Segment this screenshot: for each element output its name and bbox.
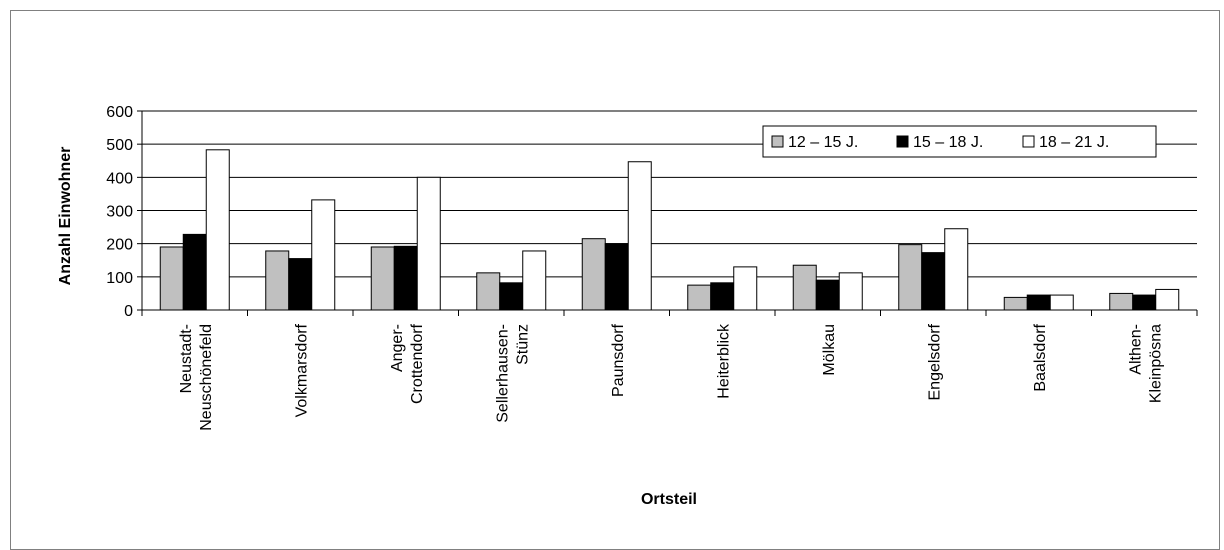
bar xyxy=(838,272,863,311)
bar xyxy=(898,244,923,311)
x-tick-label: Stünz xyxy=(514,324,531,365)
bar xyxy=(499,282,524,311)
x-axis-title: Ortsteil xyxy=(641,491,697,508)
bar xyxy=(581,238,606,311)
bar xyxy=(393,245,418,311)
bar xyxy=(182,233,207,311)
y-axis-title: Anzahl Einwohner xyxy=(57,147,74,286)
x-tick-label: Heiterblick xyxy=(715,323,732,399)
x-tick-label: Engelsdorf xyxy=(926,323,943,400)
y-tick-label: 100 xyxy=(106,270,133,287)
legend-swatch xyxy=(1022,135,1035,148)
x-tick-label: Kleinpösna xyxy=(1147,324,1164,403)
x-tick-label: Sellerhausen- xyxy=(494,324,511,423)
y-tick-label: 600 xyxy=(106,104,133,121)
bar xyxy=(815,279,840,311)
x-tick-label: Volkmarsdorf xyxy=(293,323,310,417)
bar xyxy=(1155,288,1180,311)
x-tick-label: Anger- xyxy=(389,324,406,372)
y-tick-label: 400 xyxy=(106,170,133,187)
x-tick-label: Mölkau xyxy=(821,324,838,376)
bar xyxy=(1049,294,1074,311)
x-tick-label: Althen- xyxy=(1127,324,1144,375)
bar xyxy=(1109,292,1134,311)
bar xyxy=(1026,294,1051,311)
legend-swatch xyxy=(896,135,909,148)
y-tick-label: 200 xyxy=(106,237,133,254)
bar xyxy=(416,176,441,311)
y-tick-label: 0 xyxy=(124,303,133,320)
bar xyxy=(476,272,501,311)
bar xyxy=(522,250,547,311)
legend-label: 15 – 18 J. xyxy=(913,134,983,151)
legend-swatch xyxy=(771,135,784,148)
x-tick-label: Baalsdorf xyxy=(1032,323,1049,391)
bar xyxy=(627,161,652,311)
bar xyxy=(288,258,313,311)
bar xyxy=(921,252,946,311)
legend-box xyxy=(762,125,1157,158)
bar xyxy=(159,246,184,311)
bar xyxy=(370,246,395,311)
bar xyxy=(792,264,817,311)
y-tick-label: 500 xyxy=(106,137,133,154)
bar xyxy=(311,199,336,311)
x-tick-label: Neuschönefeld xyxy=(198,324,215,431)
y-tick-label: 300 xyxy=(106,204,133,221)
bar xyxy=(1003,296,1028,311)
bar xyxy=(733,266,758,311)
legend-label: 18 – 21 J. xyxy=(1039,134,1109,151)
bar xyxy=(265,250,290,311)
bar xyxy=(944,228,969,311)
bar xyxy=(687,284,712,311)
legend-label: 12 – 15 J. xyxy=(788,134,858,151)
x-tick-label: Paunsdorf xyxy=(610,323,627,396)
bar xyxy=(604,243,629,311)
bar xyxy=(1132,294,1157,311)
bar xyxy=(205,149,230,311)
x-tick-label: Neustadt- xyxy=(178,324,195,393)
bar xyxy=(710,282,735,311)
x-tick-label: Crottendorf xyxy=(409,323,426,404)
